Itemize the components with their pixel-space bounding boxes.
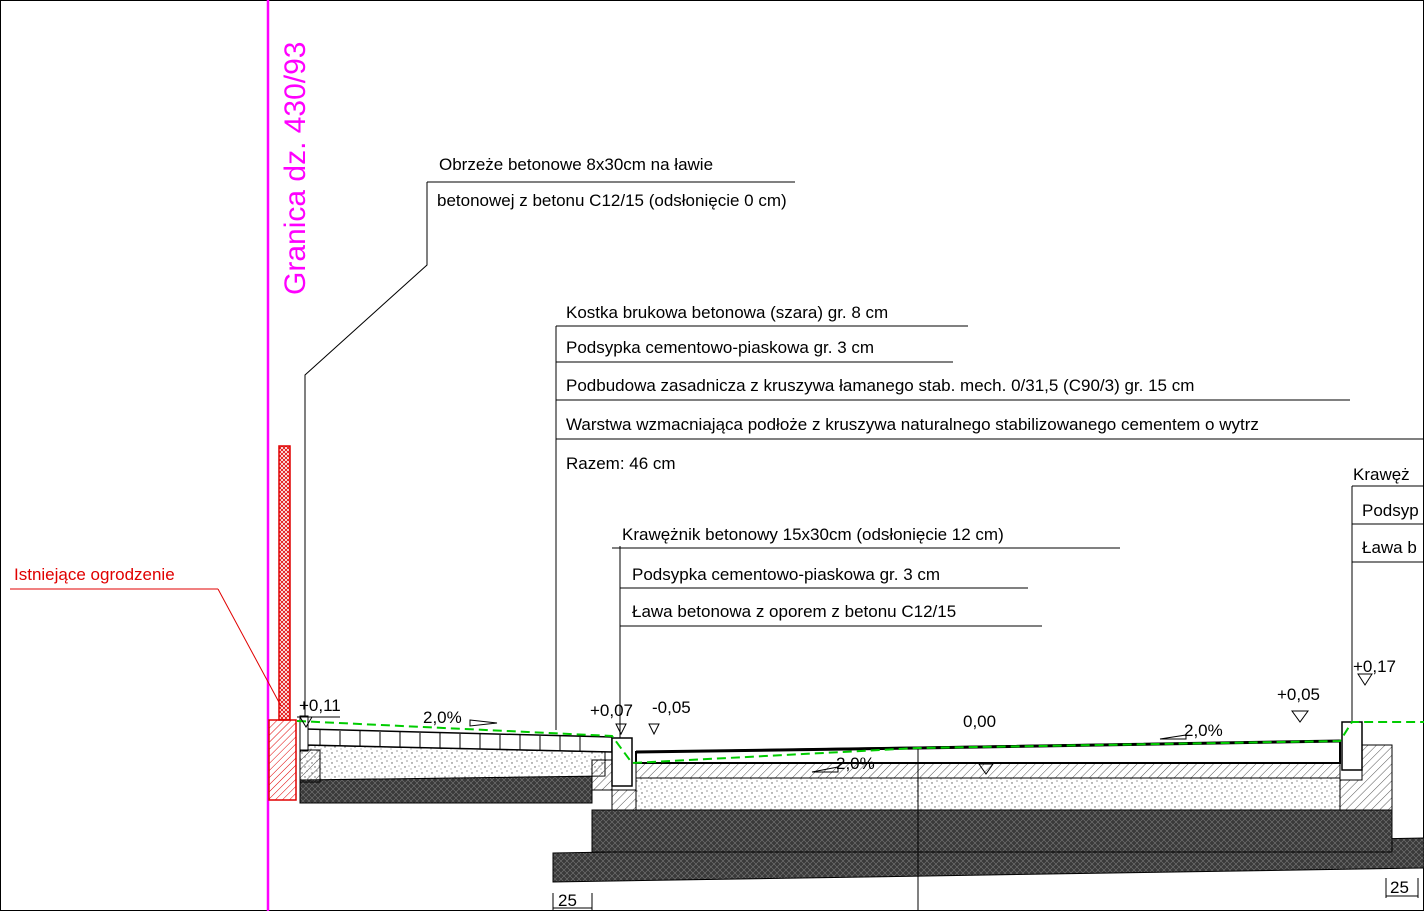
paver-joints (319, 730, 581, 752)
road-subbase (635, 777, 1341, 811)
dim-left-lines (552, 893, 593, 911)
pavement-layer-3: Podbudowa zasadnicza z kruszywa łamanego… (566, 376, 1194, 395)
edging-label-2: betonowej z betonu C12/15 (odsłonięcie 0… (437, 191, 787, 210)
edging-leader (304, 182, 428, 717)
level-curb-top-right: +0,17 (1353, 657, 1396, 676)
fence-label: Istniejące ogrodzenie (14, 565, 175, 584)
pavement-layer-1: Kostka brukowa betonowa (szara) gr. 8 cm (566, 303, 888, 322)
level-marker-axis (978, 763, 994, 775)
slope-sidewalk: 2,0% (423, 708, 462, 727)
road-base-course (591, 809, 1393, 853)
edging-bench (299, 749, 321, 783)
level-marker-edge-left (297, 716, 340, 728)
curb-right (1341, 721, 1363, 771)
curb-right-label-3: Ława b (1362, 538, 1417, 557)
curb-left-label-3: Ława betonowa z oporem z betonu C12/15 (632, 602, 956, 621)
slope-road-left: 2,0% (836, 754, 875, 773)
dim-left: 25 (558, 891, 577, 910)
design-grade-line (296, 720, 1424, 765)
curb-left-label-1: Krawężnik betonowy 15x30cm (odsłonięcie … (622, 525, 1004, 544)
edging-label-1: Obrzeże betonowe 8x30cm na ławie (439, 155, 713, 174)
curb-left (611, 737, 633, 787)
level-curb-bottom-left: -0,05 (652, 698, 691, 717)
boundary-label: Granica dz. 430/93 (279, 42, 312, 296)
slope-arrow-sidewalk (469, 719, 498, 727)
fence-foundation (268, 719, 297, 801)
pavement-layer-2: Podsypka cementowo-piaskowa gr. 3 cm (566, 338, 874, 357)
curb-right-label-2: Podsyp (1362, 501, 1419, 520)
pavement-total: Razem: 46 cm (566, 454, 676, 473)
curb-right-bench (1339, 744, 1393, 811)
curb-right-label-1: Krawęż (1353, 465, 1410, 484)
fence (278, 445, 291, 721)
level-curb-top-left: +0,07 (590, 701, 633, 720)
level-marker-curb-left (615, 723, 660, 736)
dim-right-lines (1385, 878, 1419, 898)
level-edge-left: +0,11 (299, 696, 341, 715)
pavement-layer-4: Warstwa wzmacniająca podłoże z kruszywa … (566, 415, 1259, 434)
level-marker-curb-right (1291, 673, 1373, 723)
sidewalk-base-course (299, 775, 593, 804)
slope-arrow-road-right (1159, 734, 1187, 740)
level-curb-bottom-right: +0,05 (1277, 685, 1320, 704)
curb-left-label-2: Podsypka cementowo-piaskowa gr. 3 cm (632, 565, 940, 584)
slope-arrow-road-left (811, 766, 839, 773)
slope-road-right: 2,0% (1184, 721, 1223, 740)
fence-leader (217, 588, 282, 707)
level-axis: 0,00 (963, 712, 996, 731)
dim-right: 25 (1390, 878, 1409, 897)
